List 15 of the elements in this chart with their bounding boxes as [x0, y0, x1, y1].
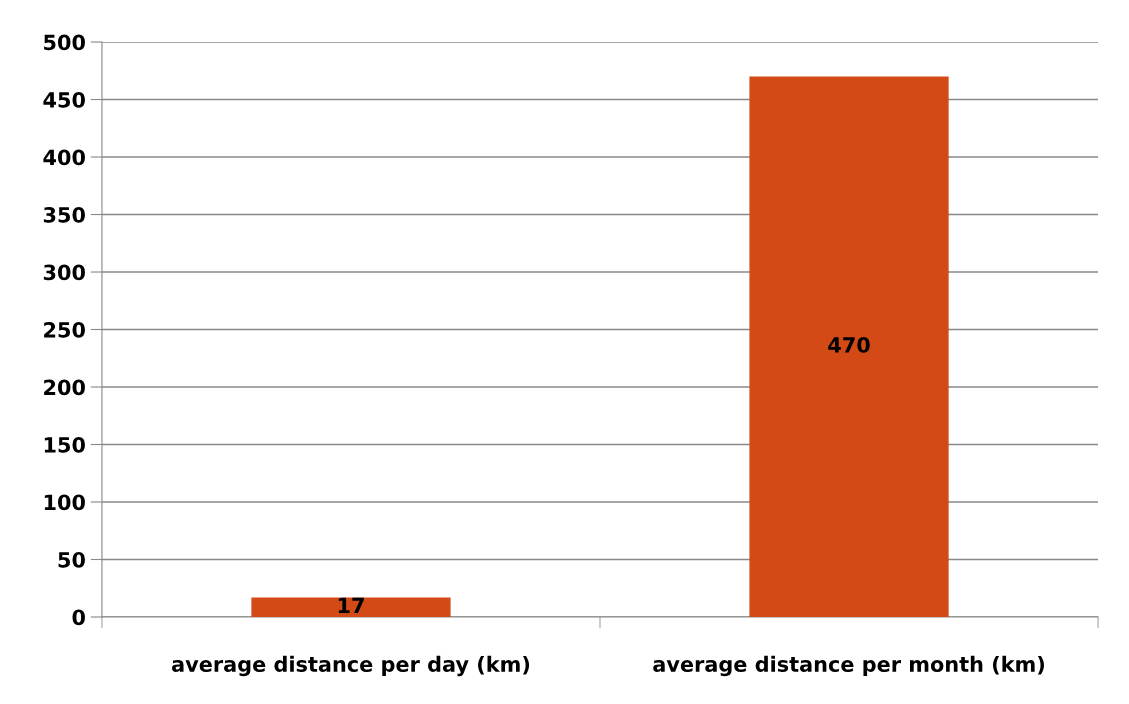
- y-tick-label: 400: [43, 149, 85, 166]
- data-label: 470: [828, 337, 870, 353]
- x-tick-label: average distance per month (km): [653, 655, 1044, 677]
- y-tick-label: 500: [44, 34, 85, 51]
- data-label: 17: [338, 597, 364, 613]
- y-tick-label: 450: [43, 91, 85, 108]
- y-tick-label: 100: [44, 494, 85, 511]
- y-tick-label: 200: [44, 379, 85, 396]
- y-tick-label: 50: [58, 551, 85, 568]
- x-tick-label: average distance per day (km): [171, 655, 530, 677]
- y-tick-label: 250: [44, 321, 85, 338]
- y-tick-label: 350: [43, 206, 85, 223]
- y-tick-label: 0: [72, 609, 85, 626]
- y-tick-label: 150: [44, 436, 85, 453]
- y-tick-label: 300: [43, 264, 85, 281]
